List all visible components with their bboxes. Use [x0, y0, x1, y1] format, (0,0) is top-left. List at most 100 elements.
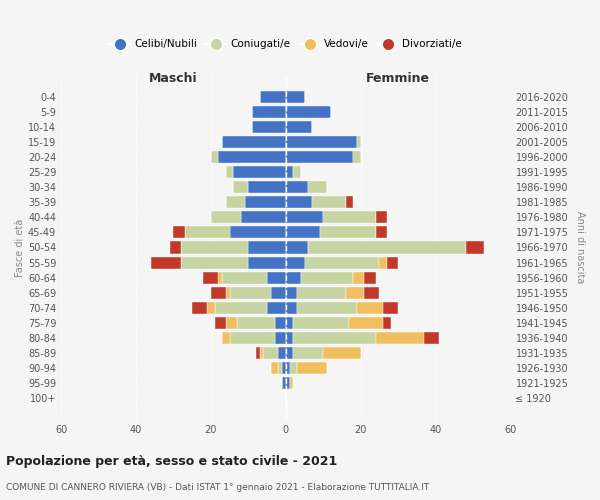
- Text: COMUNE DI CANNERO RIVIERA (VB) - Dati ISTAT 1° gennaio 2021 - Elaborazione TUTTI: COMUNE DI CANNERO RIVIERA (VB) - Dati IS…: [6, 483, 429, 492]
- Bar: [286, 332, 293, 344]
- Bar: [222, 136, 286, 148]
- Bar: [278, 362, 282, 374]
- Bar: [364, 286, 379, 299]
- Bar: [290, 378, 293, 390]
- Bar: [323, 347, 361, 359]
- Bar: [192, 302, 207, 314]
- Bar: [260, 90, 286, 102]
- Bar: [278, 347, 286, 359]
- Bar: [349, 317, 383, 329]
- Bar: [424, 332, 439, 344]
- Bar: [286, 226, 320, 238]
- Bar: [301, 272, 353, 283]
- Bar: [252, 120, 286, 133]
- Bar: [256, 347, 260, 359]
- Bar: [308, 242, 466, 254]
- Bar: [379, 256, 387, 268]
- Bar: [222, 272, 267, 283]
- Bar: [293, 332, 376, 344]
- Bar: [376, 332, 424, 344]
- Bar: [293, 166, 301, 178]
- Bar: [346, 286, 364, 299]
- Bar: [286, 256, 305, 268]
- Bar: [248, 256, 286, 268]
- Bar: [286, 378, 290, 390]
- Bar: [211, 286, 226, 299]
- Bar: [271, 286, 286, 299]
- Text: Femmine: Femmine: [366, 72, 430, 85]
- Bar: [364, 272, 376, 283]
- Bar: [230, 332, 275, 344]
- Bar: [376, 226, 387, 238]
- Bar: [282, 378, 286, 390]
- Bar: [383, 302, 398, 314]
- Bar: [286, 362, 290, 374]
- Bar: [271, 362, 278, 374]
- Bar: [297, 286, 346, 299]
- Bar: [226, 196, 245, 208]
- Bar: [286, 196, 312, 208]
- Bar: [323, 212, 376, 224]
- Bar: [226, 286, 230, 299]
- Bar: [173, 226, 185, 238]
- Text: Maschi: Maschi: [149, 72, 198, 85]
- Bar: [203, 272, 218, 283]
- Bar: [293, 347, 323, 359]
- Bar: [230, 226, 286, 238]
- Bar: [286, 166, 293, 178]
- Bar: [286, 120, 312, 133]
- Bar: [286, 151, 353, 163]
- Bar: [230, 286, 271, 299]
- Bar: [275, 332, 286, 344]
- Y-axis label: Anni di nascita: Anni di nascita: [575, 212, 585, 284]
- Bar: [466, 242, 484, 254]
- Legend: Celibi/Nubili, Coniugati/e, Vedovi/e, Divorziati/e: Celibi/Nubili, Coniugati/e, Vedovi/e, Di…: [106, 35, 466, 54]
- Bar: [263, 347, 278, 359]
- Bar: [245, 196, 286, 208]
- Bar: [233, 181, 248, 193]
- Text: Popolazione per età, sesso e stato civile - 2021: Popolazione per età, sesso e stato civil…: [6, 455, 337, 468]
- Bar: [286, 136, 357, 148]
- Bar: [308, 181, 327, 193]
- Bar: [346, 196, 353, 208]
- Bar: [218, 151, 286, 163]
- Bar: [226, 166, 233, 178]
- Bar: [286, 286, 297, 299]
- Bar: [267, 302, 286, 314]
- Bar: [353, 151, 361, 163]
- Bar: [215, 302, 267, 314]
- Bar: [286, 242, 308, 254]
- Bar: [286, 90, 305, 102]
- Bar: [320, 226, 376, 238]
- Bar: [286, 181, 308, 193]
- Bar: [383, 317, 391, 329]
- Bar: [353, 272, 364, 283]
- Bar: [207, 302, 215, 314]
- Bar: [357, 136, 361, 148]
- Bar: [312, 196, 346, 208]
- Y-axis label: Fasce di età: Fasce di età: [15, 218, 25, 276]
- Bar: [297, 302, 357, 314]
- Bar: [290, 362, 297, 374]
- Bar: [252, 106, 286, 118]
- Bar: [218, 272, 222, 283]
- Bar: [275, 317, 286, 329]
- Bar: [286, 317, 293, 329]
- Bar: [215, 317, 226, 329]
- Bar: [211, 151, 218, 163]
- Bar: [211, 212, 241, 224]
- Bar: [181, 256, 248, 268]
- Bar: [226, 317, 237, 329]
- Bar: [286, 212, 323, 224]
- Bar: [286, 272, 301, 283]
- Bar: [185, 226, 230, 238]
- Bar: [170, 242, 181, 254]
- Bar: [376, 212, 387, 224]
- Bar: [305, 256, 379, 268]
- Bar: [248, 242, 286, 254]
- Bar: [222, 332, 230, 344]
- Bar: [267, 272, 286, 283]
- Bar: [286, 347, 293, 359]
- Bar: [237, 317, 275, 329]
- Bar: [282, 362, 286, 374]
